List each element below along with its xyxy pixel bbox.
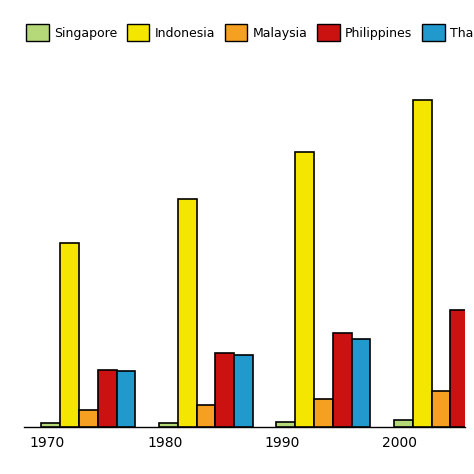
Bar — [79, 410, 98, 427]
Bar — [60, 243, 79, 427]
Bar — [41, 423, 60, 427]
Bar — [333, 333, 352, 427]
Bar — [413, 100, 432, 427]
Bar — [352, 339, 371, 427]
Bar — [394, 420, 413, 427]
Bar — [197, 405, 215, 427]
Bar — [314, 399, 333, 427]
Bar — [432, 391, 450, 427]
Bar — [234, 355, 253, 427]
Bar — [276, 422, 295, 427]
Bar — [178, 200, 197, 427]
Bar — [117, 371, 136, 427]
Bar — [159, 423, 178, 427]
Bar — [215, 353, 234, 427]
Bar — [295, 152, 314, 427]
Bar — [98, 370, 117, 427]
Bar — [469, 329, 474, 427]
Bar — [450, 310, 469, 427]
Legend: Singapore, Indonesia, Malaysia, Philippines, Thailand: Singapore, Indonesia, Malaysia, Philippi… — [21, 19, 474, 46]
